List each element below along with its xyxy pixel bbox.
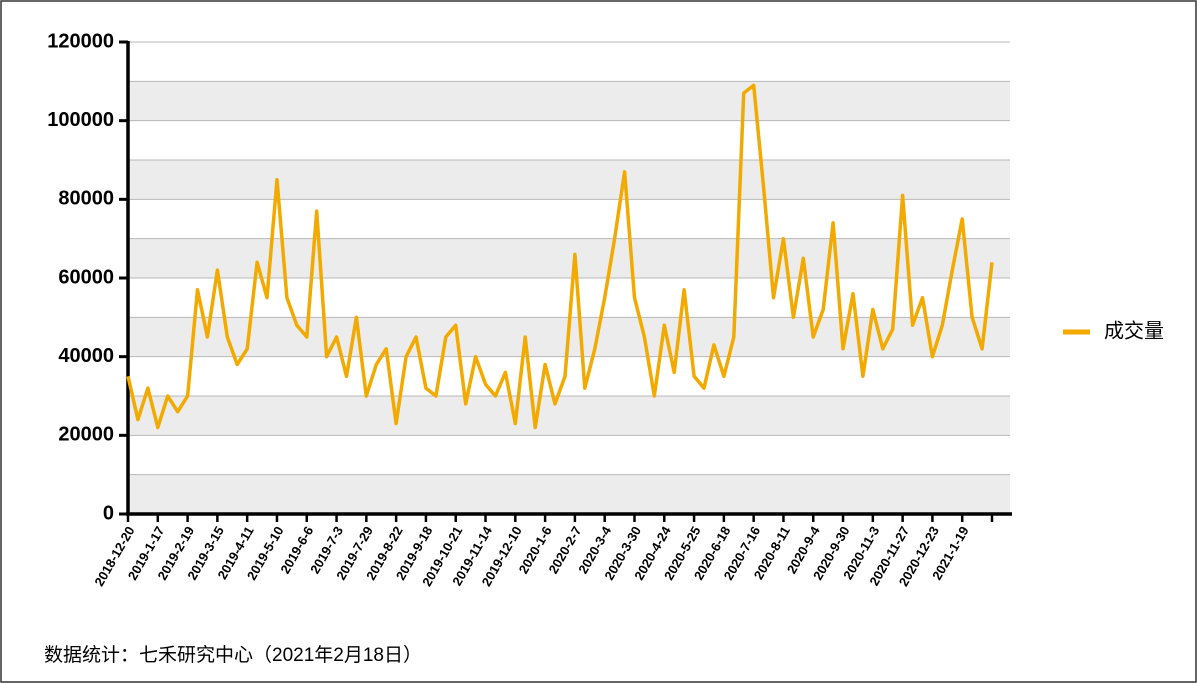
legend-label: 成交量 — [1104, 319, 1164, 342]
y-tick-label: 60000 — [58, 266, 114, 288]
grid-band — [128, 396, 1010, 436]
y-tick-label: 80000 — [58, 188, 114, 210]
grid-band — [128, 81, 1010, 121]
source-note: 数据统计：七禾研究中心（2021年2月18日） — [44, 644, 422, 666]
data-line — [126, 83, 994, 430]
grid-band — [128, 238, 1010, 278]
y-tick-label: 0 — [103, 502, 114, 524]
y-tick-label: 20000 — [58, 424, 114, 446]
y-tick-label: 40000 — [58, 345, 114, 367]
grid-band — [128, 160, 1010, 200]
grid-band — [128, 474, 1010, 514]
y-tick-label: 100000 — [47, 109, 114, 131]
y-tick-label: 120000 — [47, 30, 114, 52]
